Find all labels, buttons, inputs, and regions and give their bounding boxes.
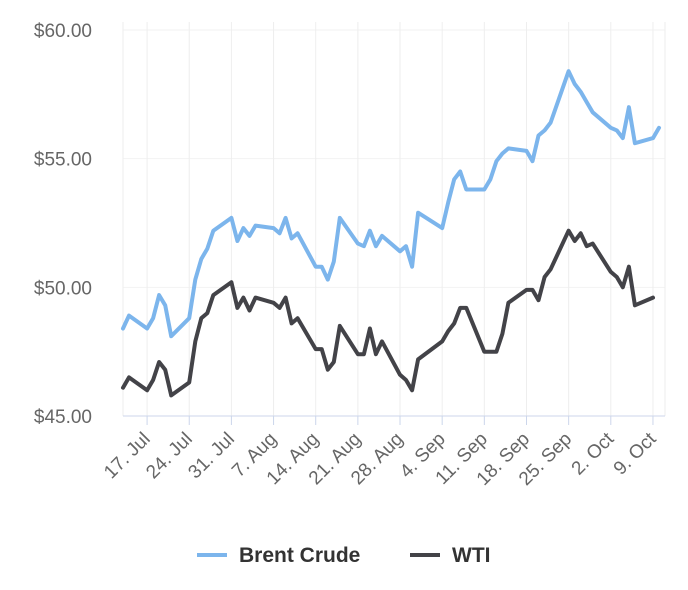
legend-item-brent-crude[interactable]: Brent Crude — [197, 544, 360, 567]
series-line-brent-crude[interactable] — [121, 69, 661, 339]
legend-label: Brent Crude — [239, 544, 360, 567]
y-tick-label: $60.00 — [34, 21, 92, 42]
legend: Brent Crude WTI — [197, 544, 490, 567]
y-tick-label: $55.00 — [34, 150, 92, 171]
y-tick-label: $50.00 — [34, 278, 92, 299]
series-line-wti[interactable] — [121, 228, 655, 398]
y-axis: $45.00 $50.00 $55.00 $60.00 — [34, 21, 92, 428]
legend-label: WTI — [452, 544, 490, 567]
legend-item-wti[interactable]: WTI — [410, 544, 490, 567]
series-lines — [121, 69, 661, 398]
y-tick-label: $45.00 — [34, 407, 92, 428]
